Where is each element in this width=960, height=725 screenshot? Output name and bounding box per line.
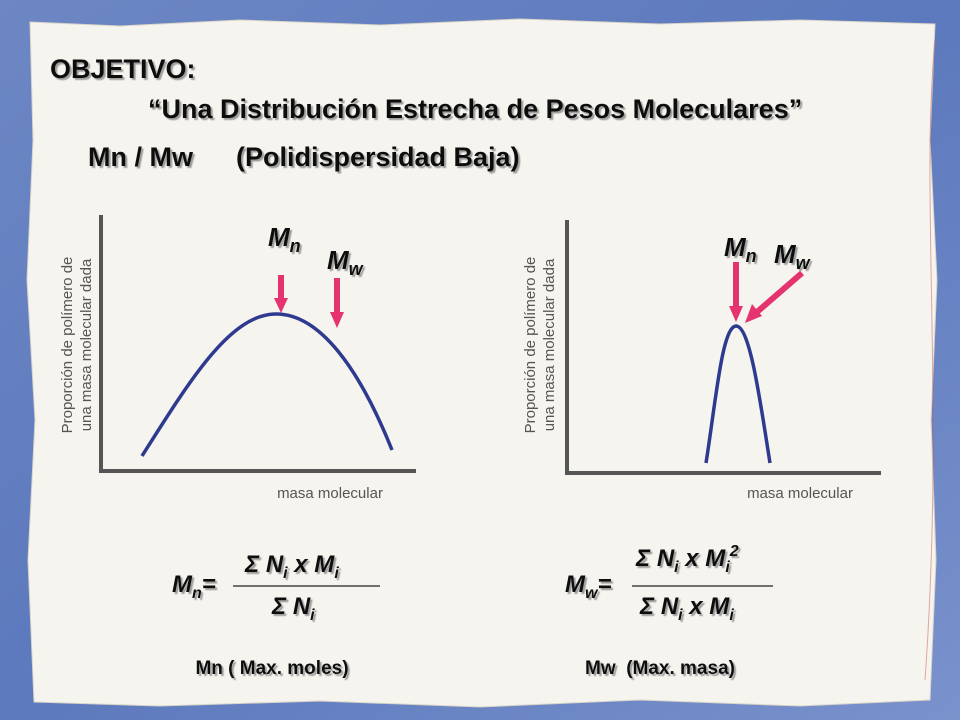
sub: w (585, 585, 599, 602)
base: M (268, 222, 291, 252)
caption: Mw (Max. masa) (585, 658, 735, 679)
arrowhead (729, 306, 743, 322)
subtitle: “Una Distribución Estrecha de Pesos Mole… (148, 94, 802, 124)
y-label: una masa molecular dada (541, 258, 558, 431)
caption: Mn ( Max. moles) (195, 658, 348, 679)
y-label: Proporción de polímero de (59, 257, 76, 434)
ratio: Mn / Mw (88, 142, 194, 172)
lhs: Mw= (565, 571, 611, 602)
base: M (724, 232, 747, 262)
sub: i (729, 607, 734, 624)
fiber (924, 39, 936, 681)
base: M (172, 571, 193, 598)
sub: i (678, 607, 683, 624)
sub: i (725, 559, 730, 576)
marker-label: Mn (268, 222, 301, 256)
curve (140, 312, 394, 457)
part: x M (683, 593, 731, 620)
sub: n (290, 236, 301, 256)
marker-label: Mw (774, 239, 811, 273)
sub: i (283, 565, 288, 582)
numerator: Σ Ni x Mi2 (635, 543, 739, 576)
part: Σ N (639, 593, 679, 620)
left-chart: Proporción de polímero de una masa molec… (59, 215, 416, 502)
part: Σ N (271, 593, 311, 620)
sub: i (334, 565, 339, 582)
eq: = (597, 571, 611, 598)
arrowhead (745, 304, 762, 323)
sub: i (674, 559, 679, 576)
y-label: una masa molecular dada (78, 258, 95, 431)
sub: n (192, 585, 202, 602)
arrowhead (330, 312, 344, 328)
paper (26, 18, 938, 708)
marker-label: Mn (724, 232, 757, 266)
base: M (774, 239, 797, 269)
part: x M (679, 545, 727, 572)
sub: w (349, 259, 364, 279)
lhs: Mn= (172, 571, 216, 602)
title: OBJETIVO: (50, 54, 196, 84)
sub: n (746, 246, 757, 266)
arrow (755, 270, 804, 315)
formula-right: Mw= Σ Ni x Mi2 Σ Ni x Mi Mw (Max. masa) (565, 543, 773, 679)
denominator: Σ Ni (271, 593, 315, 624)
sub: i (310, 607, 315, 624)
eq: = (202, 571, 216, 598)
sub: w (796, 253, 811, 273)
curve (704, 324, 772, 464)
x-label: masa molecular (747, 485, 853, 502)
sup: 2 (729, 543, 739, 560)
note: (Polidispersidad Baja) (236, 142, 520, 172)
base: M (327, 245, 350, 275)
formula-left: Mn= Σ Ni x Mi Σ Ni Mn ( Max. moles) (172, 551, 380, 679)
arrowhead (274, 298, 288, 313)
part: x M (288, 551, 336, 578)
part: Σ N (244, 551, 284, 578)
marker-label: Mw (327, 245, 364, 279)
right-chart: Proporción de polímero de una masa molec… (522, 220, 881, 502)
part: Σ N (635, 545, 675, 572)
y-label: Proporción de polímero de (522, 257, 539, 434)
base: M (565, 571, 586, 598)
x-label: masa molecular (277, 485, 383, 502)
numerator: Σ Ni x Mi (244, 551, 339, 582)
denominator: Σ Ni x Mi (639, 593, 734, 624)
